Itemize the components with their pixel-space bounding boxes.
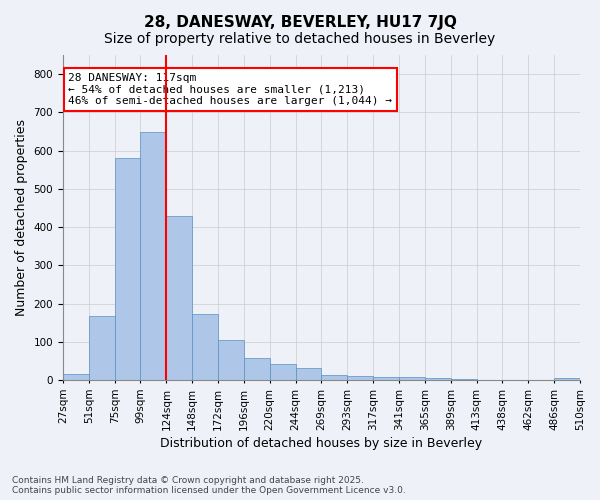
Bar <box>89 316 115 380</box>
Text: 28 DANESWAY: 117sqm
← 54% of detached houses are smaller (1,213)
46% of semi-det: 28 DANESWAY: 117sqm ← 54% of detached ho… <box>68 73 392 106</box>
Text: Contains HM Land Registry data © Crown copyright and database right 2025.
Contai: Contains HM Land Registry data © Crown c… <box>12 476 406 495</box>
X-axis label: Distribution of detached houses by size in Beverley: Distribution of detached houses by size … <box>160 437 482 450</box>
Bar <box>166 216 192 380</box>
Y-axis label: Number of detached properties: Number of detached properties <box>15 119 28 316</box>
Bar <box>347 376 373 380</box>
Bar <box>554 378 580 380</box>
Text: Size of property relative to detached houses in Beverley: Size of property relative to detached ho… <box>104 32 496 46</box>
Text: 28, DANESWAY, BEVERLEY, HU17 7JQ: 28, DANESWAY, BEVERLEY, HU17 7JQ <box>143 15 457 30</box>
Bar <box>451 379 476 380</box>
Bar <box>218 340 244 380</box>
Bar <box>63 374 89 380</box>
Bar <box>270 364 296 380</box>
Bar <box>140 132 166 380</box>
Bar <box>399 377 425 380</box>
Bar <box>192 314 218 380</box>
Bar <box>244 358 270 380</box>
Bar <box>115 158 140 380</box>
Bar <box>425 378 451 380</box>
Bar <box>296 368 322 380</box>
Bar <box>373 377 399 380</box>
Bar <box>322 375 347 380</box>
